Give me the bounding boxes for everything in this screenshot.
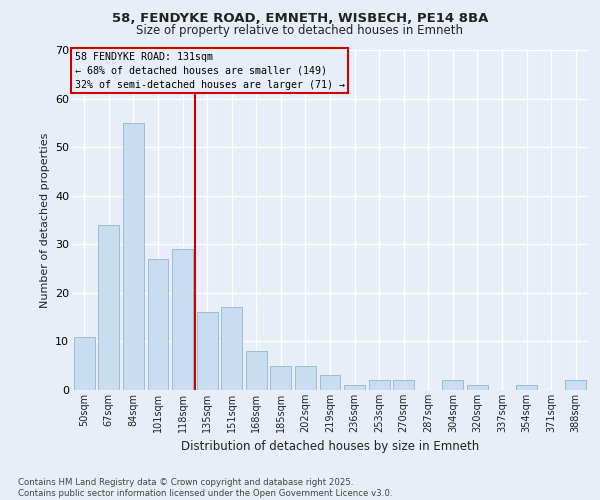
Bar xyxy=(197,312,218,390)
Bar xyxy=(123,123,144,390)
Bar xyxy=(344,385,365,390)
Bar xyxy=(368,380,389,390)
Bar xyxy=(442,380,463,390)
Bar xyxy=(172,249,193,390)
Bar xyxy=(271,366,292,390)
Bar xyxy=(74,336,95,390)
Bar xyxy=(246,351,267,390)
Bar xyxy=(516,385,537,390)
X-axis label: Distribution of detached houses by size in Emneth: Distribution of detached houses by size … xyxy=(181,440,479,454)
Bar xyxy=(98,225,119,390)
Bar xyxy=(221,308,242,390)
Bar xyxy=(295,366,316,390)
Text: Size of property relative to detached houses in Emneth: Size of property relative to detached ho… xyxy=(137,24,464,37)
Text: Contains HM Land Registry data © Crown copyright and database right 2025.
Contai: Contains HM Land Registry data © Crown c… xyxy=(18,478,392,498)
Bar xyxy=(148,259,169,390)
Bar xyxy=(467,385,488,390)
Bar xyxy=(393,380,414,390)
Text: 58 FENDYKE ROAD: 131sqm
← 68% of detached houses are smaller (149)
32% of semi-d: 58 FENDYKE ROAD: 131sqm ← 68% of detache… xyxy=(74,52,344,90)
Y-axis label: Number of detached properties: Number of detached properties xyxy=(40,132,50,308)
Bar xyxy=(565,380,586,390)
Bar xyxy=(320,376,340,390)
Text: 58, FENDYKE ROAD, EMNETH, WISBECH, PE14 8BA: 58, FENDYKE ROAD, EMNETH, WISBECH, PE14 … xyxy=(112,12,488,26)
